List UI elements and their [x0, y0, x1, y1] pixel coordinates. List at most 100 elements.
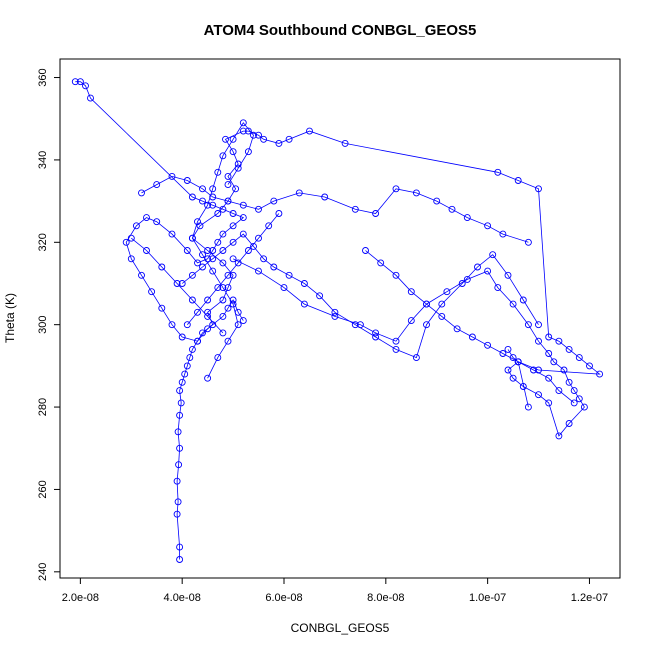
data-point: [158, 263, 166, 271]
data-point: [176, 387, 184, 395]
data-point: [570, 399, 578, 407]
data-point: [224, 337, 232, 345]
data-point: [575, 395, 583, 403]
data-point: [178, 333, 186, 341]
data-point: [423, 321, 430, 329]
data-point: [535, 321, 542, 329]
data-point: [463, 214, 471, 222]
data-point: [448, 205, 456, 213]
y-tick-label: 300: [37, 315, 49, 333]
data-point: [168, 321, 176, 329]
data-point: [524, 238, 532, 246]
data-point: [234, 164, 242, 172]
data-point: [285, 271, 293, 279]
data-point: [321, 193, 329, 201]
y-tick-label: 340: [37, 151, 49, 169]
data-point: [219, 296, 227, 304]
data-point: [514, 177, 522, 184]
data-point: [519, 296, 527, 304]
data-point: [392, 271, 400, 279]
data-point: [438, 312, 446, 320]
data-point: [300, 280, 308, 287]
data-point: [224, 172, 232, 180]
data-point: [270, 197, 278, 205]
data-point: [219, 247, 227, 254]
data-point: [204, 325, 212, 333]
data-point: [176, 444, 184, 452]
x-axis: 2.0e-08 4.0e-08 6.0e-08 8.0e-08 1.0e-07 1.2e-…: [62, 577, 608, 604]
data-point: [580, 403, 588, 411]
y-tick-label: 240: [37, 563, 49, 581]
data-point: [250, 131, 257, 139]
series-6: [362, 247, 578, 407]
data-point: [214, 354, 222, 362]
data-point: [199, 263, 206, 271]
data-point: [494, 168, 502, 176]
series-line: [181, 233, 539, 359]
data-point: [239, 201, 247, 209]
data-point: [545, 374, 553, 382]
data-point: [494, 284, 502, 292]
series-line: [191, 122, 254, 379]
data-point: [535, 337, 542, 345]
data-point: [244, 247, 252, 254]
data-point: [204, 247, 212, 254]
data-point: [239, 119, 247, 127]
data-point: [173, 280, 181, 287]
data-point: [209, 201, 217, 209]
data-point: [224, 271, 232, 279]
data-point: [219, 205, 227, 213]
data-point: [219, 329, 227, 337]
data-point: [306, 127, 313, 135]
data-point: [545, 399, 553, 407]
y-tick-label: 360: [37, 68, 49, 86]
data-point: [468, 333, 476, 341]
series-8: [127, 234, 227, 337]
data-point: [372, 210, 380, 217]
chart-title: ATOM4 Southbound CONBGL_GEOS5: [204, 22, 477, 39]
data-point: [204, 201, 212, 209]
data-point: [530, 366, 537, 374]
series-2: [229, 255, 588, 440]
data-point: [560, 366, 568, 374]
data-point: [524, 403, 532, 411]
data-point: [224, 181, 232, 189]
data-point: [443, 288, 451, 296]
data-point: [489, 251, 497, 259]
data-point: [209, 193, 217, 201]
data-point: [127, 234, 135, 242]
data-point: [188, 234, 196, 242]
data-point: [392, 337, 400, 345]
data-point: [174, 428, 182, 436]
data-point: [209, 267, 217, 275]
series-line: [232, 258, 585, 437]
data-point: [229, 148, 237, 156]
data-point: [265, 222, 273, 230]
data-point: [499, 230, 507, 238]
data-point: [209, 255, 217, 263]
data-point: [412, 354, 420, 362]
data-point: [565, 345, 573, 353]
data-point: [463, 275, 471, 283]
data-point: [255, 234, 262, 242]
data-point: [545, 350, 553, 357]
data-point: [204, 296, 212, 304]
data-point: [153, 218, 161, 226]
data-point: [153, 181, 161, 189]
data-point: [545, 333, 553, 341]
data-point: [214, 210, 222, 217]
data-point: [214, 238, 222, 246]
data-point: [555, 387, 563, 395]
data-point: [239, 214, 247, 222]
data-point: [71, 78, 79, 86]
series-4: [178, 230, 542, 362]
data-point: [275, 139, 283, 147]
data-point: [204, 374, 212, 382]
data-point: [362, 247, 369, 254]
data-point: [433, 197, 441, 205]
data-point: [122, 238, 130, 246]
data-point: [316, 292, 324, 300]
data-point: [204, 308, 212, 316]
data-point: [209, 185, 217, 193]
series-line: [141, 175, 529, 243]
